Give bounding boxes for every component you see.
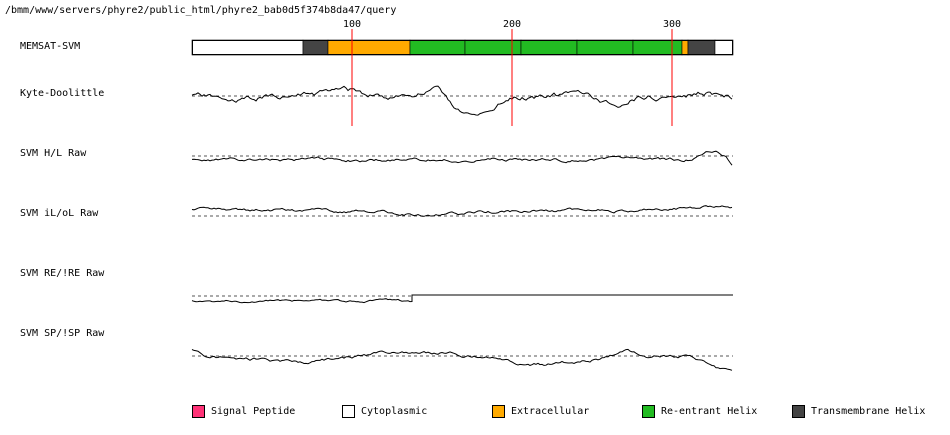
track-label-memsat: MEMSAT-SVM [20, 41, 81, 52]
svm-hl-track [191, 150, 733, 166]
legend-swatch-extracellular [492, 405, 505, 418]
memsat-segment-cytoplasmic [191, 39, 304, 56]
memsat-segment-reentrant-helix [520, 39, 578, 56]
tick-300: 300 [663, 19, 681, 30]
track-label-svm-ilol: SVM iL/oL Raw [20, 208, 99, 219]
memsat-segment-reentrant-helix [464, 39, 522, 56]
track-label-svm-hl: SVM H/L Raw [20, 148, 87, 159]
position-ruler: 100 200 300 [343, 19, 681, 126]
topology-plot: 100 200 300 [191, 19, 734, 371]
memsat-segment-reentrant-helix [632, 39, 683, 56]
legend-label-reentrant-helix: Re-entrant Helix [661, 406, 758, 417]
kd-curve [191, 85, 733, 116]
memsat-segment-cytoplasmic [714, 39, 734, 56]
tick-200: 200 [503, 19, 521, 30]
svm-ilol-track [191, 205, 733, 217]
svm-sp-track [191, 348, 733, 371]
memsat-frame [192, 40, 733, 55]
re-curve [191, 294, 733, 304]
svm-re-track [191, 294, 733, 304]
legend-label-extracellular: Extracellular [511, 406, 590, 417]
legend-label-transmembrane-helix: Transmembrane Helix [811, 406, 926, 417]
memsat-segment-reentrant-helix [576, 39, 634, 56]
legend-swatch-transmembrane-helix [792, 405, 805, 418]
legend-swatch-cytoplasmic [342, 405, 355, 418]
track-label-kyte-doolittle: Kyte-Doolittle [20, 88, 105, 99]
query-path: /bmm/www/servers/phyre2/public_html/phyr… [5, 5, 397, 16]
hl-curve [191, 150, 733, 166]
legend-label-signal-peptide: Signal Peptide [211, 406, 296, 417]
memsat-segment-reentrant-helix [409, 39, 466, 56]
memsat-segment-extracellular [681, 39, 689, 56]
ilol-curve [191, 205, 733, 217]
memsat-bar [191, 39, 734, 56]
kyte-doolittle-track [191, 85, 733, 116]
legend-swatch-signal-peptide [192, 405, 205, 418]
memsat-segment-transmembrane-helix [302, 39, 329, 56]
legend-swatch-reentrant-helix [642, 405, 655, 418]
track-label-svm-sp: SVM SP/!SP Raw [20, 328, 105, 339]
memsat-segment-extracellular [327, 39, 411, 56]
legend-label-cytoplasmic: Cytoplasmic [361, 406, 428, 417]
track-label-svm-re: SVM RE/!RE Raw [20, 268, 105, 279]
memsat-segment-transmembrane-helix [687, 39, 716, 56]
sp-curve [191, 348, 733, 371]
tick-100: 100 [343, 19, 361, 30]
